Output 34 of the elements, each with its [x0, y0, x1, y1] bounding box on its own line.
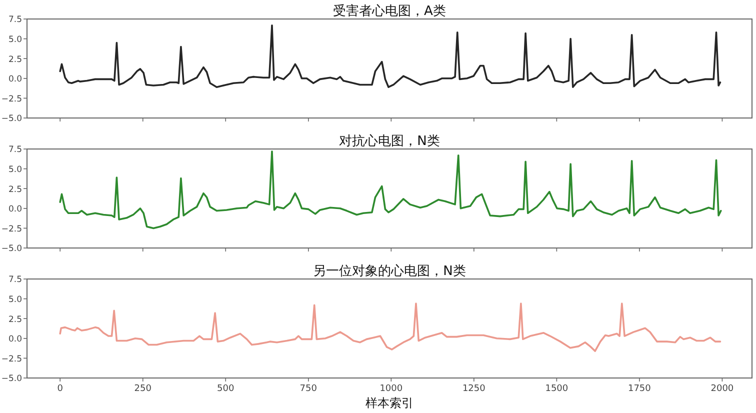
y-tick-label: 2.5 — [8, 54, 22, 65]
y-tick-label: 2.5 — [8, 184, 22, 195]
y-tick-label: 0.0 — [8, 204, 22, 215]
x-tick-label: 1500 — [545, 384, 568, 394]
x-tick-label: 1750 — [628, 384, 652, 394]
y-tick-label: −2.5 — [1, 94, 22, 104]
y-tick-label: −2.5 — [1, 224, 22, 234]
chart-title: 受害者心电图，A类 — [333, 3, 446, 19]
y-tick-label: 0.0 — [8, 74, 22, 85]
chart-title: 另一位对象的心电图，N类 — [313, 263, 466, 279]
x-tick-label: 1250 — [462, 384, 486, 394]
y-tick-label: −5.0 — [1, 114, 22, 124]
y-tick-label: 7.5 — [8, 15, 22, 26]
y-tick-label: 2.5 — [8, 314, 22, 325]
x-tick-label: 0 — [57, 384, 64, 394]
x-tick-label: 500 — [217, 384, 234, 394]
line-series — [59, 150, 722, 230]
y-tick-label: 5.0 — [8, 165, 22, 175]
x-tick-label: 2000 — [710, 384, 734, 394]
y-tick-label: 0.0 — [8, 334, 22, 345]
y-tick-label: 7.5 — [8, 145, 22, 156]
line-series — [59, 302, 722, 352]
y-tick-label: −2.5 — [1, 354, 22, 364]
x-tick-label: 250 — [134, 384, 152, 394]
x-tick-label: 750 — [300, 384, 318, 394]
y-tick-label: 5.0 — [8, 295, 22, 305]
x-tick-label: 1000 — [380, 384, 403, 394]
line-series — [59, 24, 722, 88]
y-tick-label: 7.5 — [8, 275, 22, 286]
x-axis-title: 样本索引 — [366, 396, 414, 410]
y-tick-label: 5.0 — [8, 35, 22, 45]
y-tick-label: −5.0 — [1, 374, 22, 384]
chart-title: 对抗心电图，N类 — [339, 133, 440, 149]
y-tick-label: −5.0 — [1, 244, 22, 254]
